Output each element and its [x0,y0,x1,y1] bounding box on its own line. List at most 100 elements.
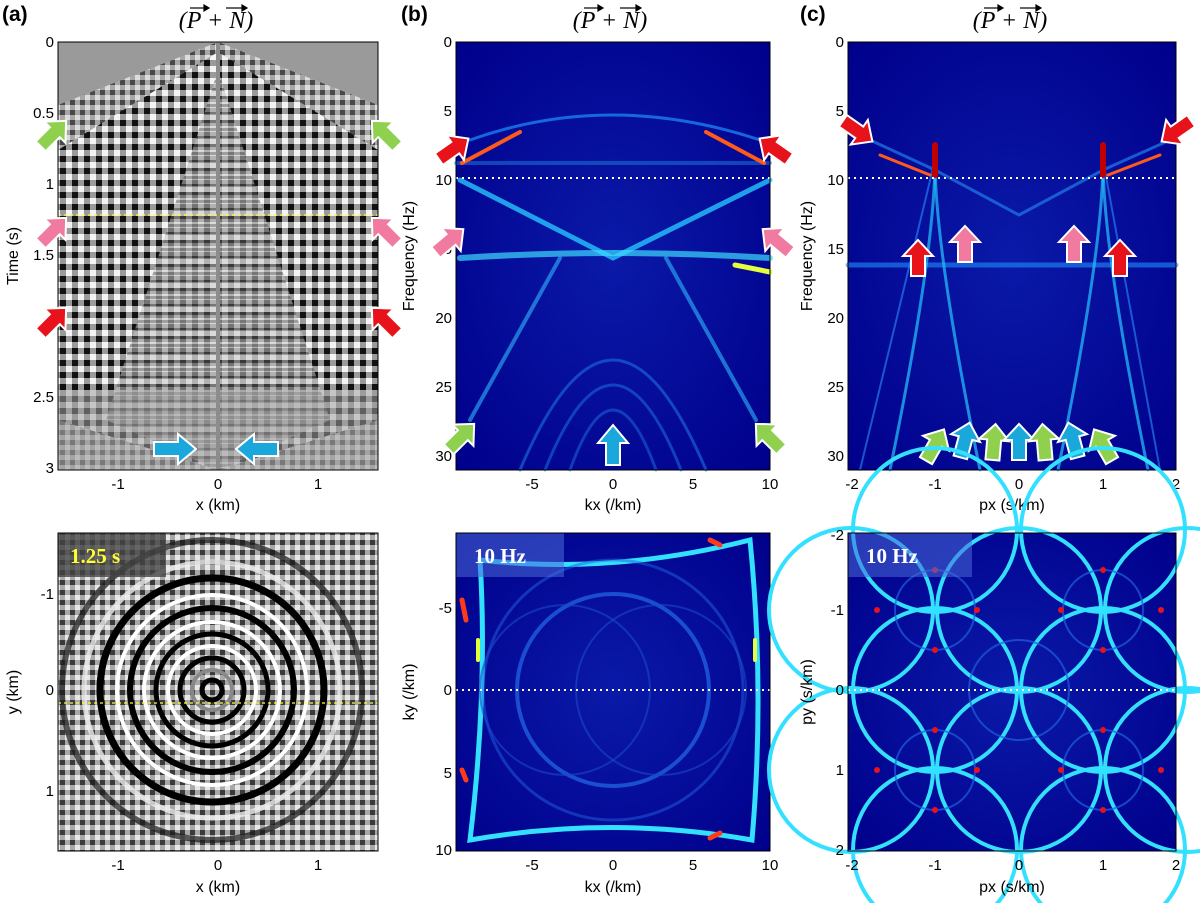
svg-text:-2: -2 [845,476,858,493]
pink-arrow-left [34,216,68,250]
svg-text:3: 3 [46,460,54,477]
panel-label-a: (a) [2,3,28,26]
svg-text:10: 10 [435,172,452,189]
freq-badge-b: 10 Hz [474,544,526,568]
svg-text:-1: -1 [111,476,124,493]
green-arrow-right [754,422,788,456]
b-bottom-xticks: -5 0 5 10 [525,857,778,874]
svg-text:5: 5 [689,476,697,493]
svg-text:20: 20 [435,310,452,327]
svg-text:5: 5 [444,765,452,782]
svg-text:25: 25 [435,379,452,396]
svg-text:2: 2 [836,842,844,859]
svg-text:0: 0 [836,34,844,51]
a-bottom-yticks: -1 0 1 [41,586,54,800]
green-arrow-up-3 [1026,422,1062,462]
a-top-yticks: 0 0.5 1 1.5 2 2.5 3 [33,34,54,477]
svg-text:2: 2 [1172,857,1180,874]
svg-text:5: 5 [689,857,697,874]
svg-text:5: 5 [444,103,452,120]
green-arrow-left [34,119,68,153]
red-arrow-up-1 [900,238,936,277]
svg-text:0: 0 [444,682,452,699]
panel-label-b: (b) [401,3,428,26]
svg-text:1: 1 [314,857,322,874]
a-top-ylabel: Time (s) [5,227,22,285]
pink-arrow-up-2 [1056,224,1092,263]
b-bottom-xlabel: kx (/km) [585,879,642,896]
time-badge-bg [58,533,166,577]
c-top-yticks: 0 5 10 15 20 25 30 [827,34,844,465]
b-top-ylabel: Frequency (Hz) [401,201,418,311]
svg-text:0: 0 [1015,476,1023,493]
panel-c-top: 0 5 10 15 20 25 30 -2 -1 0 1 2 px (s/km)… [799,34,1197,514]
c-top-arrows [837,113,1197,466]
c-bottom-circles [767,446,1200,903]
b-top-xlabel: kx (/km) [585,497,642,514]
svg-text:15: 15 [827,241,844,258]
freq-badge-bg-b [456,533,564,577]
cyan-arrow-left [153,431,198,467]
red-arrow-left [837,113,874,146]
svg-text:1: 1 [46,176,54,193]
svg-text:10: 10 [827,172,844,189]
svg-text:0: 0 [46,682,54,699]
red-arrow-up-2 [1102,238,1138,277]
pink-arrow-right [761,226,797,260]
svg-text:0: 0 [609,857,617,874]
cyan-arrow-up [595,423,631,466]
b-top-xticks: -5 0 5 10 [525,476,778,493]
b-bottom-yticks: -5 0 5 10 [435,600,452,859]
svg-text:10: 10 [435,842,452,859]
panel-a-bottom: 1.25 s -1 0 1 -1 0 1 x (km) y (km) [5,532,379,896]
column-titles: (P + N) (P + N) (P + N) [179,3,1047,34]
svg-text:5: 5 [836,103,844,120]
freq-badge-bg-c [848,533,972,577]
svg-text:1: 1 [314,476,322,493]
a-bottom-rings [59,537,365,843]
time-badge: 1.25 s [70,544,120,568]
panel-c-bottom: 10 Hz -2 -1 0 1 2 -2 -1 0 1 2 px (s/km) … [767,446,1200,903]
svg-text:-5: -5 [525,857,538,874]
pink-arrow-right [370,216,404,250]
a-top-xlabel: x (km) [196,497,240,514]
svg-text:0: 0 [214,476,222,493]
pink-arrow-up-1 [947,224,983,263]
panel-labels: (a) (b) (c) [2,3,826,26]
svg-text:0: 0 [444,34,452,51]
column-title-b: (P + N) [573,8,647,34]
svg-text:0.5: 0.5 [33,105,54,122]
a-top-xticks: -1 0 1 [111,476,322,493]
svg-text:1.5: 1.5 [33,247,54,264]
c-top-ylabel: Frequency (Hz) [799,201,816,311]
svg-text:0: 0 [1015,857,1023,874]
svg-text:20: 20 [827,310,844,327]
svg-text:-2: -2 [845,857,858,874]
svg-text:0: 0 [836,682,844,699]
c-bottom-yticks: -2 -1 0 1 2 [831,527,844,859]
svg-text:30: 30 [827,448,844,465]
svg-text:1: 1 [46,783,54,800]
freq-badge-c: 10 Hz [866,544,918,568]
svg-text:1: 1 [1099,476,1107,493]
c-top-xticks: -2 -1 0 1 2 [845,476,1180,493]
svg-text:2: 2 [1172,476,1180,493]
svg-text:2.5: 2.5 [33,389,54,406]
c-bottom-xlabel: px (s/km) [979,879,1045,896]
column-title-a: (P + N) [179,8,253,34]
svg-text:-5: -5 [525,476,538,493]
pink-arrow-left [429,226,465,260]
svg-text:-1: -1 [111,857,124,874]
svg-text:10: 10 [762,476,779,493]
panel-a-top: 0 0.5 1 1.5 2 2.5 3 -1 0 1 x (km) Time (… [5,34,404,514]
panel-label-c: (c) [800,3,826,26]
svg-text:0: 0 [46,34,54,51]
a-bottom-xlabel: x (km) [196,879,240,896]
svg-text:0: 0 [609,476,617,493]
svg-text:-1: -1 [831,602,844,619]
green-arrow-up-2 [976,422,1012,462]
column-title-c: (P + N) [973,8,1047,34]
svg-text:10: 10 [762,857,779,874]
green-arrow-left [442,422,476,456]
